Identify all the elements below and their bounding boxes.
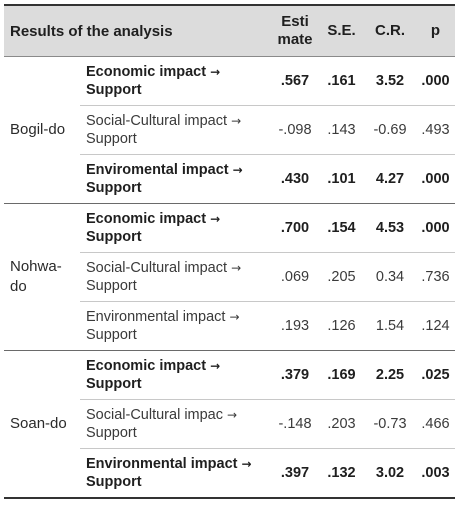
cr-cell: -0.73 xyxy=(364,399,416,449)
effect-label: Economic impact → Support xyxy=(80,350,271,400)
effect-target: Support xyxy=(86,376,142,392)
effect-target: Support xyxy=(86,474,142,490)
effect-label: Environmental impact → Support xyxy=(80,301,271,351)
effect-target: Support xyxy=(86,327,137,343)
effect-label: Social-Cultural impact → Support xyxy=(80,105,271,155)
p-cell: .736 xyxy=(416,252,455,302)
region-label-nohwa-do: Nohwa- do xyxy=(4,203,80,351)
effect-label: Environmental impact → Support xyxy=(80,448,271,499)
effect-source: Social-Cultural impac xyxy=(86,407,223,423)
table-row: Environmental impact → Support .397 .132… xyxy=(4,448,455,499)
effect-source: Economic impact xyxy=(86,211,207,227)
header-row: Results of the analysis Esti mate S.E. C… xyxy=(4,4,455,57)
p-cell: .000 xyxy=(416,56,455,106)
effect-label: Social-Cultural impac → Support xyxy=(80,399,271,449)
region-name-line2: do xyxy=(10,278,27,295)
cr-cell: 2.25 xyxy=(364,350,416,400)
arrow-icon: → xyxy=(231,114,242,128)
table-row: Social-Cultural impac → Support -.148 .2… xyxy=(4,399,455,449)
cr-cell: 3.02 xyxy=(364,448,416,499)
p-cell: .025 xyxy=(416,350,455,400)
se-cell: .203 xyxy=(319,399,364,449)
estimate-cell: .567 xyxy=(271,56,319,106)
effect-source: Environmental impact xyxy=(86,456,238,472)
estimate-cell: .379 xyxy=(271,350,319,400)
col-header-estimate-line2: mate xyxy=(277,31,313,48)
arrow-icon: → xyxy=(241,457,252,471)
cr-cell: 1.54 xyxy=(364,301,416,351)
arrow-icon: → xyxy=(210,212,221,226)
cr-cell: 0.34 xyxy=(364,252,416,302)
cr-cell: -0.69 xyxy=(364,105,416,155)
arrow-icon: → xyxy=(210,65,221,79)
table-row: Bogil-do Economic impact → Support .567 … xyxy=(4,56,455,204)
effect-source: Social-Cultural impact xyxy=(86,113,228,129)
cr-cell: 3.52 xyxy=(364,56,416,106)
effect-source: Social-Cultural impact xyxy=(86,260,228,276)
p-cell: .493 xyxy=(416,105,455,155)
estimate-cell: -.098 xyxy=(271,105,319,155)
effect-source: Economic impact xyxy=(86,64,207,80)
table-row: Social-Cultural impact → Support -.098 .… xyxy=(4,105,455,155)
arrow-icon: → xyxy=(231,261,242,275)
arrow-icon: → xyxy=(229,310,240,324)
region-label-bogil-do: Bogil-do xyxy=(4,56,80,204)
table-row: Nohwa- do Economic impact → Support .700… xyxy=(4,203,455,351)
se-cell: .132 xyxy=(319,448,364,499)
region-label-soan-do: Soan-do xyxy=(4,350,80,499)
se-cell: .169 xyxy=(319,350,364,400)
se-cell: .154 xyxy=(319,203,364,253)
estimate-cell: .397 xyxy=(271,448,319,499)
p-cell: .466 xyxy=(416,399,455,449)
table-title: Results of the analysis xyxy=(4,4,271,57)
results-table: Results of the analysis Esti mate S.E. C… xyxy=(4,4,455,499)
effect-label: Economic impact → Support xyxy=(80,56,271,106)
arrow-icon: → xyxy=(227,408,238,422)
region-name: Soan-do xyxy=(10,415,67,432)
se-cell: .126 xyxy=(319,301,364,351)
se-cell: .161 xyxy=(319,56,364,106)
se-cell: .205 xyxy=(319,252,364,302)
estimate-cell: .700 xyxy=(271,203,319,253)
region-name-line1: Nohwa- xyxy=(10,258,62,275)
cr-cell: 4.53 xyxy=(364,203,416,253)
arrow-icon: → xyxy=(210,359,221,373)
p-cell: .000 xyxy=(416,154,455,204)
effect-target: Support xyxy=(86,425,137,441)
region-name: Bogil-do xyxy=(10,121,66,138)
col-header-estimate-line1: Esti xyxy=(281,13,309,30)
table-row: Enviromental impact → Support .430 .101 … xyxy=(4,154,455,204)
table-row: Social-Cultural impact → Support .069 .2… xyxy=(4,252,455,302)
cr-cell: 4.27 xyxy=(364,154,416,204)
col-header-estimate: Esti mate xyxy=(271,4,319,57)
se-cell: .101 xyxy=(319,154,364,204)
effect-target: Support xyxy=(86,278,137,294)
effect-source: Enviromental impact xyxy=(86,162,229,178)
estimate-cell: -.148 xyxy=(271,399,319,449)
p-cell: .124 xyxy=(416,301,455,351)
effect-target: Support xyxy=(86,229,142,245)
effect-target: Support xyxy=(86,82,142,98)
se-cell: .143 xyxy=(319,105,364,155)
p-cell: .003 xyxy=(416,448,455,499)
effect-target: Support xyxy=(86,131,137,147)
estimate-cell: .193 xyxy=(271,301,319,351)
table-row: Soan-do Economic impact → Support .379 .… xyxy=(4,350,455,499)
col-header-se: S.E. xyxy=(319,4,364,57)
p-cell: .000 xyxy=(416,203,455,253)
effect-label: Enviromental impact → Support xyxy=(80,154,271,204)
table-row: Environmental impact → Support .193 .126… xyxy=(4,301,455,351)
col-header-p: p xyxy=(416,4,455,57)
arrow-icon: → xyxy=(232,163,243,177)
effect-label: Social-Cultural impact → Support xyxy=(80,252,271,302)
estimate-cell: .430 xyxy=(271,154,319,204)
effect-source: Environmental impact xyxy=(86,309,226,325)
effect-source: Economic impact xyxy=(86,358,207,374)
estimate-cell: .069 xyxy=(271,252,319,302)
effect-label: Economic impact → Support xyxy=(80,203,271,253)
col-header-cr: C.R. xyxy=(364,4,416,57)
effect-target: Support xyxy=(86,180,142,196)
